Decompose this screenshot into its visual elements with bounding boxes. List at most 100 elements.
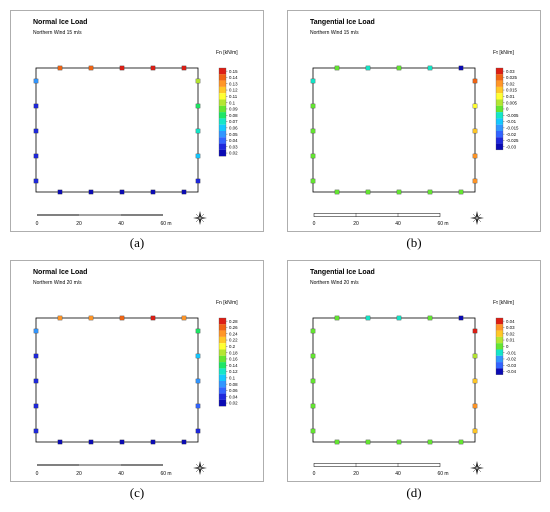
data-marker-top-5 <box>181 65 187 71</box>
data-marker-left-1 <box>33 328 39 334</box>
legend-tick-label: -0.01 <box>506 350 517 355</box>
legend-tick-label: 0.04 <box>229 138 238 143</box>
legend-swatch-11 <box>496 131 503 138</box>
scale-bar-label: 0 <box>313 221 316 227</box>
legend-swatch-11 <box>219 131 226 138</box>
data-marker-right-5 <box>472 178 478 184</box>
data-marker-bottom-1 <box>57 439 63 445</box>
data-marker-bottom-5 <box>181 189 187 195</box>
legend-swatch-4 <box>496 86 503 94</box>
scale-bar-label: 0 <box>36 221 39 227</box>
data-marker-bottom-5 <box>458 439 464 445</box>
data-marker-right-2 <box>472 353 478 359</box>
legend-swatch-1 <box>219 68 226 75</box>
legend-frame <box>218 67 227 157</box>
legend-swatch-8 <box>496 112 503 119</box>
legend-swatch-12 <box>219 137 226 144</box>
data-marker-top-4 <box>427 315 433 321</box>
scale-bar-label: 40 <box>118 221 124 227</box>
data-marker-right-2 <box>195 103 201 109</box>
legend-frame <box>495 67 504 151</box>
data-marker-bottom-3 <box>119 439 125 445</box>
compass-center <box>198 466 202 470</box>
data-marker-top-3 <box>396 315 402 321</box>
data-marker-top-1 <box>57 65 63 71</box>
data-marker-top-3 <box>119 65 125 71</box>
data-marker-bottom-5 <box>181 439 187 445</box>
data-marker-right-3 <box>195 128 201 134</box>
data-marker-right-5 <box>195 178 201 184</box>
legend-tick-label: 0.02 <box>506 81 515 86</box>
legend-tick-label: 0.06 <box>229 388 238 393</box>
data-marker-right-1 <box>472 328 478 334</box>
data-marker-top-1 <box>334 65 340 71</box>
legend-tick-label: 0.2 <box>229 344 236 349</box>
data-marker-bottom-5 <box>458 189 464 195</box>
legend-swatch-3 <box>219 80 226 87</box>
legend-swatch-14 <box>219 399 226 407</box>
data-marker-top-1 <box>57 315 63 321</box>
data-marker-left-4 <box>33 153 39 159</box>
legend-tick-label: 0.24 <box>229 331 238 336</box>
scale-bar-label: 60 m <box>160 221 171 227</box>
legend-frame <box>218 317 227 407</box>
chart-subtitle: Northern Wind 15 m/s <box>310 30 359 36</box>
data-marker-left-2 <box>310 353 316 359</box>
legend-tick-label: 0.1 <box>229 375 236 380</box>
data-marker-left-5 <box>33 178 39 184</box>
data-marker-top-5 <box>458 315 464 321</box>
legend-tick-label: 0.02 <box>229 151 238 156</box>
chart-subtitle: Northern Wind 20 m/s <box>33 280 82 286</box>
compass-center <box>198 216 202 220</box>
legend-swatch-8 <box>219 112 226 119</box>
legend-tick-label: -0.005 <box>506 113 519 118</box>
legend-tick-label: -0.03 <box>506 144 517 149</box>
panel-caption: (a) <box>130 235 144 250</box>
data-marker-top-4 <box>150 315 156 321</box>
legend-swatch-14 <box>219 149 226 157</box>
compass-icon <box>470 461 484 475</box>
data-marker-left-3 <box>310 128 316 134</box>
legend-tick-label: 0.03 <box>506 325 515 330</box>
chart-title: Tangential Ice Load <box>310 269 375 276</box>
legend-tick-label: 0.02 <box>506 331 515 336</box>
compass-icon <box>193 461 207 475</box>
legend-swatch-13 <box>219 143 226 150</box>
scale-bar-box <box>313 213 441 217</box>
legend-swatch-12 <box>219 387 226 394</box>
data-marker-bottom-4 <box>150 439 156 445</box>
data-marker-right-3 <box>472 378 478 384</box>
scale-bar-label: 40 <box>395 471 401 477</box>
legend-swatch-5 <box>496 93 503 100</box>
legend-tick-label: 0.28 <box>229 319 238 324</box>
data-marker-top-4 <box>427 65 433 71</box>
data-marker-top-2 <box>88 65 94 71</box>
legend-frame <box>495 317 504 375</box>
scale-bar-label: 20 <box>353 471 359 477</box>
data-marker-left-1 <box>310 328 316 334</box>
legend-swatch-8 <box>219 362 226 369</box>
legend-tick-label: 0.01 <box>506 94 515 99</box>
data-marker-bottom-2 <box>88 189 94 195</box>
legend-swatch-8 <box>496 362 503 369</box>
compass-icon <box>470 211 484 225</box>
legend-swatch-6 <box>219 99 226 106</box>
data-marker-left-1 <box>33 78 39 84</box>
data-marker-right-1 <box>195 328 201 334</box>
legend-tick-label: 0.09 <box>229 107 238 112</box>
legend-tick-label: 0.22 <box>229 338 238 343</box>
data-marker-top-2 <box>88 315 94 321</box>
data-marker-top-3 <box>396 65 402 71</box>
legend-swatch-4 <box>219 86 226 94</box>
data-marker-bottom-4 <box>427 189 433 195</box>
scale-bar-label: 20 <box>76 471 82 477</box>
legend-swatch-9 <box>496 368 503 375</box>
legend-swatch-6 <box>219 349 226 356</box>
legend-swatch-1 <box>219 318 226 325</box>
legend-tick-label: 0.16 <box>229 357 238 362</box>
chart-subtitle: Northern Wind 15 m/s <box>33 30 82 36</box>
data-marker-right-4 <box>472 403 478 409</box>
scale-bar-label: 60 m <box>160 471 171 477</box>
legend-swatch-6 <box>496 99 503 106</box>
legend-title: Fτ [kN/m] <box>493 50 514 56</box>
